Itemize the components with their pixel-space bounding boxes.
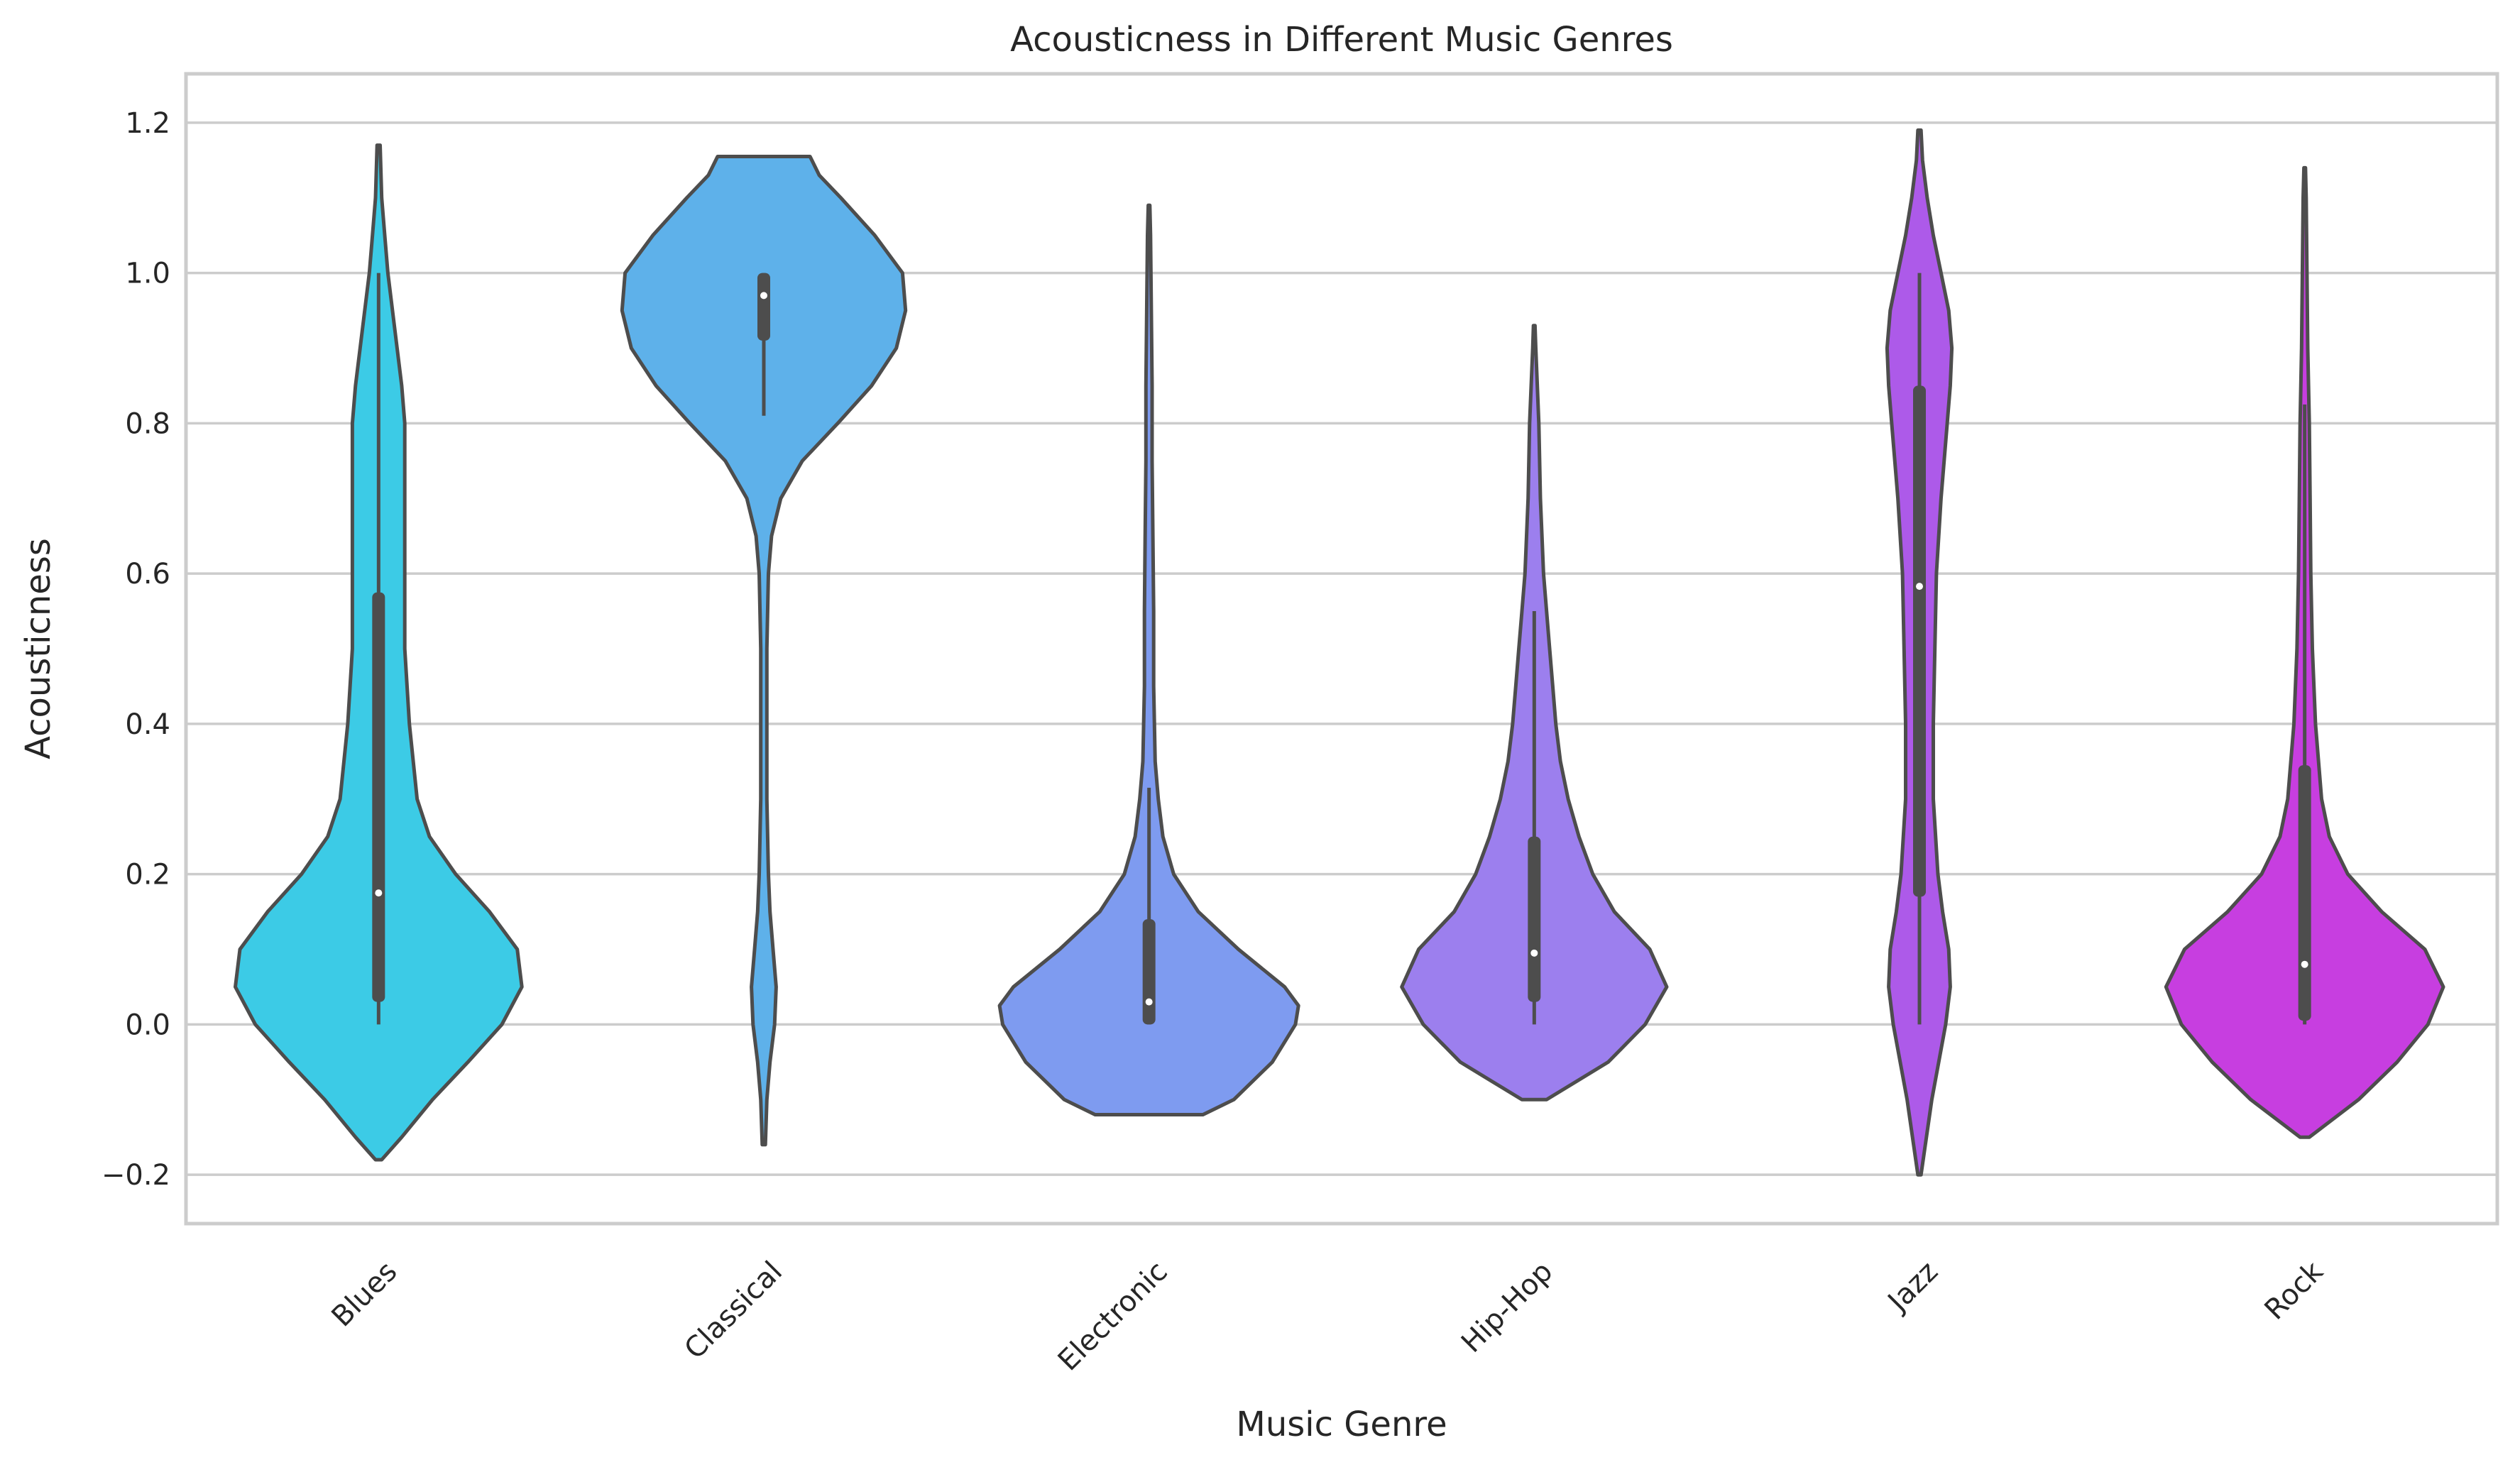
- violin-body: [997, 203, 1300, 1116]
- violins: [234, 128, 2445, 1177]
- chart-title: Acousticness in Different Music Genres: [1010, 20, 1673, 60]
- y-tick-label: 0.8: [125, 407, 170, 440]
- y-tick-label: 1.0: [125, 258, 170, 290]
- grid-lines: [186, 121, 2497, 1176]
- violin-median-point: [2301, 960, 2308, 968]
- violin-group: [620, 155, 908, 1147]
- violin-iqr-box: [372, 592, 385, 1002]
- violin-iqr-box: [757, 273, 770, 341]
- violin-group: [234, 143, 524, 1162]
- violin-median-point: [760, 292, 767, 300]
- y-axis-label: Acousticness: [18, 538, 58, 759]
- violin-median-point: [1916, 583, 1923, 591]
- y-tick-label: −0.2: [102, 1159, 170, 1192]
- y-tick-label: 0.2: [125, 859, 170, 891]
- violin-group: [1400, 324, 1669, 1102]
- violin-median-point: [1530, 949, 1538, 957]
- violin-iqr-box: [2298, 765, 2311, 1021]
- violin-group: [997, 203, 1300, 1116]
- y-tick-label: 1.2: [125, 107, 170, 140]
- y-tick-labels: −0.2 0.0 0.2 0.4 0.6 0.8 1.0 1.2: [102, 107, 170, 1192]
- y-tick-label: 0.6: [125, 558, 170, 591]
- violin-median-point: [1145, 998, 1153, 1006]
- y-tick-label: 0.4: [125, 708, 170, 741]
- violin-body: [620, 155, 908, 1147]
- violin-iqr-box: [1142, 919, 1156, 1025]
- x-axis-label: Music Genre: [1236, 1405, 1447, 1444]
- violin-iqr-box: [1528, 836, 1541, 1002]
- plot-frame: [184, 72, 2499, 1226]
- violin-iqr-box: [1913, 385, 1926, 897]
- violin-group: [2164, 165, 2445, 1139]
- violin-median-point: [375, 889, 383, 897]
- violin-group: [1885, 128, 1954, 1177]
- y-tick-label: 0.0: [125, 1009, 170, 1041]
